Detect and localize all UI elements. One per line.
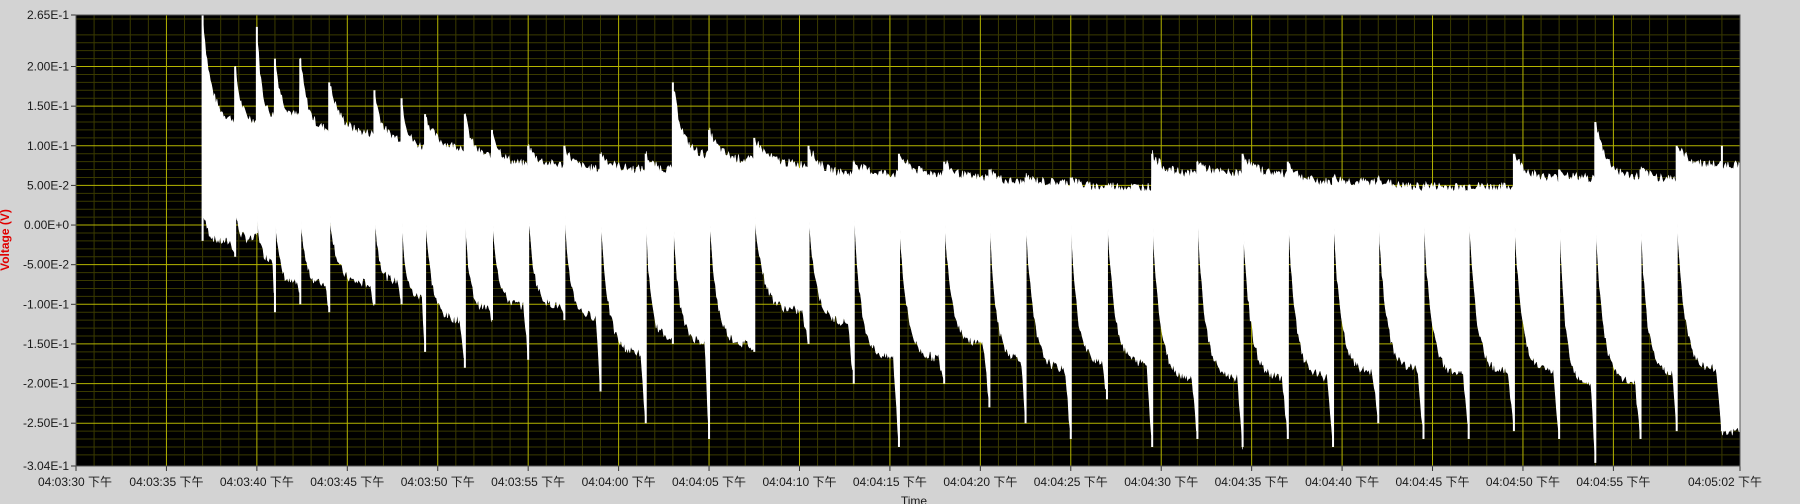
x-tick-label: 04:04:40 下午 xyxy=(1305,475,1379,489)
x-tick-label: 04:04:55 下午 xyxy=(1576,475,1650,489)
x-tick-label: 04:03:55 下午 xyxy=(491,475,565,489)
voltage-trace xyxy=(201,15,1741,463)
y-tick-label: 2.65E-1 xyxy=(27,8,69,22)
x-axis-ticks: 04:03:30 下午 04:03:35 下午 04:03:40 下午 04:03:4… xyxy=(38,466,1762,489)
x-tick-label: 04:04:15 下午 xyxy=(853,475,927,489)
x-tick-label: 04:03:30 下午 xyxy=(38,475,112,489)
x-tick-label: 04:04:00 下午 xyxy=(582,475,656,489)
x-tick-label: 04:03:40 下午 xyxy=(220,475,294,489)
y-tick-label: -2.00E-1 xyxy=(23,377,69,391)
x-tick-label: 04:03:45 下午 xyxy=(310,475,384,489)
x-tick-label: 04:04:50 下午 xyxy=(1486,475,1560,489)
y-tick-label: -1.00E-1 xyxy=(23,297,69,311)
plot-border xyxy=(75,14,1741,467)
x-tick-label: 04:04:35 下午 xyxy=(1215,475,1289,489)
y-tick-label: 0.00E+0 xyxy=(24,218,69,232)
x-tick-label: 04:03:50 下午 xyxy=(401,475,475,489)
x-tick-label: 04:04:10 下午 xyxy=(762,475,836,489)
y-axis-ticks: 2.65E-1 2.00E-1 1.50E-1 1.00E-1 5.00E-2 0.00E… xyxy=(23,8,76,473)
y-tick-label: 1.00E-1 xyxy=(27,139,69,153)
y-tick-label: 5.00E-2 xyxy=(27,178,69,192)
x-tick-label: 04:04:25 下午 xyxy=(1034,475,1108,489)
y-tick-label: -2.50E-1 xyxy=(23,416,69,430)
x-tick-label: 04:04:05 下午 xyxy=(672,475,746,489)
x-axis-title: Time xyxy=(901,494,928,504)
x-tick-label: 04:04:30 下午 xyxy=(1124,475,1198,489)
x-tick-label: 04:05:02 下午 xyxy=(1688,475,1762,489)
y-tick-label: -3.04E-1 xyxy=(23,459,69,473)
y-tick-label: -5.00E-2 xyxy=(23,258,69,272)
x-tick-label: 04:03:35 下午 xyxy=(129,475,203,489)
y-tick-label: 2.00E-1 xyxy=(27,60,69,74)
y-tick-label: 1.50E-1 xyxy=(27,99,69,113)
y-axis-title: Voltage (V) xyxy=(0,209,12,271)
y-tick-label: -1.50E-1 xyxy=(23,337,69,351)
x-tick-label: 04:04:20 下午 xyxy=(943,475,1017,489)
x-tick-label: 04:04:45 下午 xyxy=(1395,475,1469,489)
